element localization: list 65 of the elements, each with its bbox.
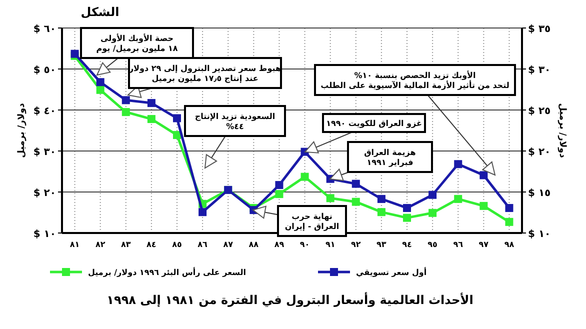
point — [122, 96, 130, 104]
point — [173, 131, 181, 140]
point — [505, 218, 514, 226]
x-tick-label: ٨٦ — [198, 240, 208, 249]
point — [352, 180, 360, 188]
x-tick-label: ٨٥ — [172, 240, 182, 249]
point — [505, 204, 514, 212]
point — [96, 86, 104, 94]
point — [147, 99, 156, 108]
y2-tick-label: $ ١٠ — [528, 229, 551, 240]
x-tick-label: ٨٨ — [248, 240, 259, 249]
annotation: السعودية تزيد الإنتاج ٤٤% — [194, 112, 276, 131]
legend-label: أول سعر تسويقي — [356, 267, 427, 277]
x-tick-label: ٩١ — [325, 240, 336, 249]
y-tick-label: $ ٢٠ — [33, 188, 56, 199]
point — [173, 114, 181, 122]
point — [377, 208, 386, 216]
point — [377, 194, 386, 203]
y-axis-title: دولار/ برميل — [17, 102, 27, 158]
y2-axis-title: دولار/ برميل — [557, 103, 567, 158]
point — [198, 208, 207, 216]
x-tick-label: ٨٣ — [121, 240, 131, 249]
y2-tick-label: $ ٣٥ — [528, 24, 551, 35]
annotation: نهاية حرب العراق - إيران — [284, 212, 340, 231]
point — [147, 115, 156, 124]
x-tick-label: ٩٤ — [402, 240, 412, 249]
x-tick-label: ٨٤ — [146, 240, 156, 249]
y2-tick-label: $ ٣٠ — [528, 65, 551, 76]
y2-tick-label: $ ١٥ — [528, 188, 551, 199]
y2-tick-label: $ ٢٥ — [528, 106, 551, 117]
y-tick-label: $ ٤٠ — [33, 106, 56, 117]
point — [326, 194, 334, 202]
x-tick-label: ٨٢ — [95, 240, 106, 249]
point — [403, 214, 411, 222]
x-tick-label: ٩٥ — [428, 240, 438, 249]
point — [96, 78, 104, 86]
y-tick-label: $ ٦٠ — [33, 24, 56, 35]
point — [454, 194, 462, 203]
x-tick-label: ٩٦ — [453, 240, 464, 249]
annotation: هبوط سعر تصدير البترول إلى ٢٩ دولار عند إنتاج ١٧٫٥ مليون برميل — [128, 64, 282, 83]
x-tick-label: ٩٣ — [376, 240, 386, 249]
y2-tick-label: $ ٢٠ — [528, 147, 551, 158]
x-tick-label: ٩٢ — [351, 240, 361, 249]
y-tick-label: $ ١٠ — [33, 229, 56, 240]
x-tick-label: ٩٠ — [300, 240, 310, 249]
x-tick-label: ٩٨ — [504, 240, 514, 249]
point — [403, 204, 411, 212]
y-tick-label: $ ٥٠ — [33, 65, 56, 76]
annotation: حصة الأوبك الأولى ١٨ مليون برميل/ يوم — [96, 33, 178, 53]
point — [122, 108, 130, 116]
x-tick-label: ٨١ — [70, 240, 80, 249]
text: الأحداث العالمية وأسعار البترول في الفترة من ١٩٨١ إلى ١٩٩٨ — [106, 292, 474, 307]
x-tick-label: ٩٧ — [478, 240, 489, 249]
chart-title: الشكل — [80, 5, 120, 19]
y-tick-label: $ ٣٠ — [33, 147, 56, 158]
point — [300, 172, 309, 181]
x-tick-label: ٨٩ — [274, 240, 284, 249]
point — [428, 208, 437, 217]
legend-label: السعر على رأس البئر ١٩٩٦ دولار/ برميل — [88, 267, 246, 277]
point — [275, 181, 284, 190]
point — [275, 190, 284, 198]
x-tick-label: ٨٧ — [223, 240, 234, 249]
point — [352, 198, 360, 206]
point — [480, 202, 488, 210]
point — [428, 190, 437, 199]
